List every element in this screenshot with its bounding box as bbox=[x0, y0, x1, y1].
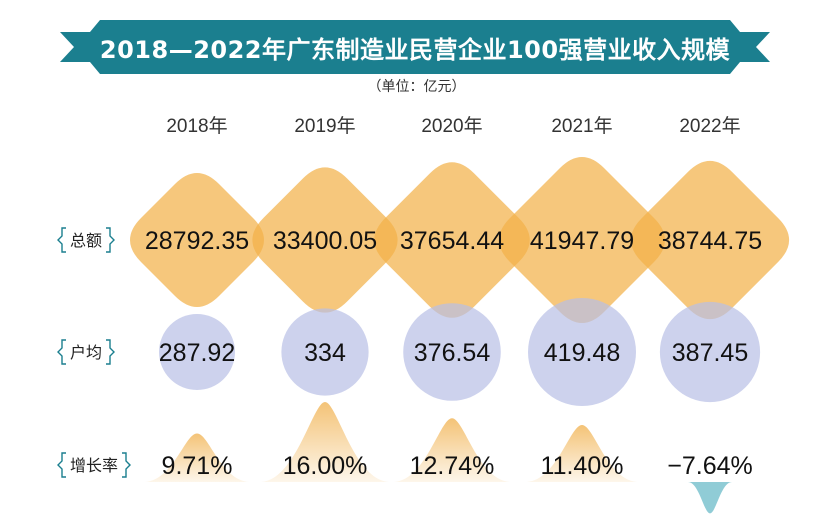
row-bracket-left bbox=[57, 227, 66, 253]
row-bracket-left bbox=[57, 452, 66, 478]
average-circle bbox=[159, 314, 235, 390]
row-label-average: 户均 bbox=[70, 343, 102, 362]
row-bracket-right bbox=[106, 227, 115, 253]
growth-value-label: 9.71% bbox=[162, 452, 233, 480]
year-label: 2021年 bbox=[551, 115, 612, 137]
average-circle bbox=[281, 308, 369, 396]
total-diamond bbox=[499, 157, 665, 323]
growth-value-label: −7.64% bbox=[667, 452, 753, 480]
average-value-label: 287.92 bbox=[159, 339, 235, 367]
growth-peak bbox=[261, 402, 389, 482]
chart-title: 2018—2022年广东制造业民营企业100强营业收入规模 bbox=[99, 35, 731, 64]
average-circle bbox=[659, 301, 761, 403]
growth-value-label: 11.40% bbox=[541, 452, 624, 480]
row-label-total: 总额 bbox=[70, 231, 102, 250]
growth-value-label: 12.74% bbox=[410, 452, 495, 480]
total-value-label: 37654.44 bbox=[400, 227, 504, 255]
year-label: 2018年 bbox=[166, 115, 227, 137]
year-label: 2020年 bbox=[421, 115, 482, 137]
total-diamond bbox=[374, 162, 530, 318]
circle-layer bbox=[159, 298, 761, 406]
unit-label: （单位：亿元） bbox=[367, 79, 466, 95]
total-diamond bbox=[630, 160, 790, 320]
year-label: 2022年 bbox=[679, 115, 740, 137]
growth-peak bbox=[394, 418, 510, 482]
title-banner bbox=[60, 20, 770, 74]
row-bracket-left bbox=[57, 339, 66, 365]
row-label-growth: 增长率 bbox=[70, 456, 118, 475]
peak-layer bbox=[144, 402, 732, 514]
average-circle bbox=[528, 298, 636, 406]
year-label: 2019年 bbox=[294, 115, 355, 137]
diamond-layer bbox=[130, 157, 790, 323]
row-bracket-right bbox=[122, 452, 131, 478]
total-value-label: 41947.79 bbox=[530, 227, 634, 255]
total-value-label: 38744.75 bbox=[658, 227, 762, 255]
average-circle bbox=[403, 303, 501, 401]
average-value-label: 334 bbox=[304, 339, 346, 367]
growth-peak bbox=[526, 425, 638, 482]
average-value-label: 376.54 bbox=[414, 339, 491, 367]
growth-peak bbox=[144, 433, 250, 482]
row-bracket-right bbox=[106, 339, 115, 365]
text-layer: 2018年 2019年 2020年 2021年 2022年 28792.35 33400.0… bbox=[145, 115, 762, 480]
average-value-label: 419.48 bbox=[544, 339, 620, 367]
average-value-label: 387.45 bbox=[672, 339, 748, 367]
total-diamond bbox=[252, 167, 398, 313]
growth-valley bbox=[688, 482, 732, 514]
total-value-label: 33400.05 bbox=[273, 227, 377, 255]
total-value-label: 28792.35 bbox=[145, 227, 249, 255]
growth-value-label: 16.00% bbox=[283, 452, 368, 480]
total-diamond bbox=[130, 173, 264, 307]
